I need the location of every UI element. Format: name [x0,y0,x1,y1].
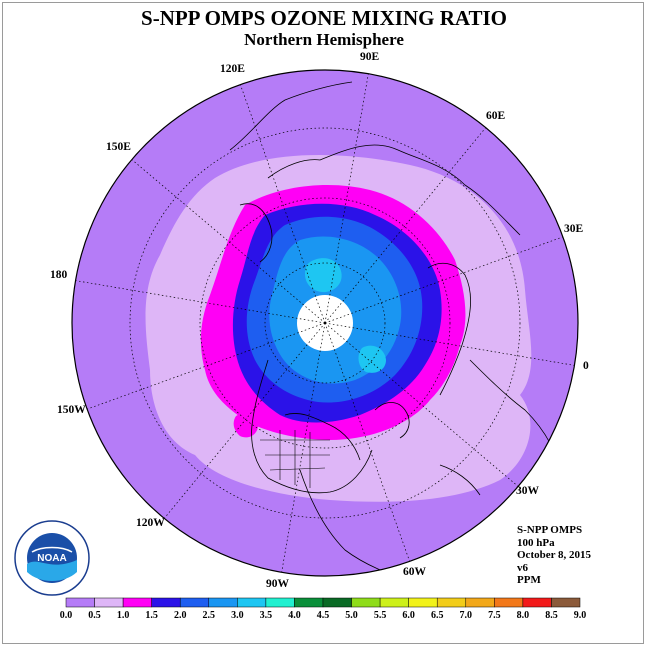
colorbar-swatch [65,597,95,608]
zone-3.0-3.5 [305,258,342,293]
noaa-logo: NOAA [14,520,90,596]
lon-label-150e: 150E [106,141,131,153]
info-level: 100 hPa [517,536,555,549]
lon-label-30e: 30E [564,223,584,235]
colorbar-swatch [208,597,238,608]
colorbar-swatch [522,597,552,608]
colorbar-tick-label: 5.0 [345,610,358,621]
colorbar-swatch [551,597,581,608]
zone-patch-3.0 [358,345,386,373]
colorbar-tick-label: 3.5 [259,610,273,621]
colorbar-tick-label: 0.5 [88,610,101,621]
colorbar-tick-label: 1.5 [145,610,158,621]
lon-label-90w: 90W [266,578,289,590]
colorbar-tick-label: 6.5 [430,610,444,621]
colorbar-swatch [151,597,181,608]
lon-label-30w: 30W [516,485,539,497]
lon-label-60w: 60W [403,566,426,578]
lon-label-120w: 120W [136,517,165,529]
colorbar-tick-label: 8.5 [545,610,558,621]
colorbar-swatch [179,597,210,608]
colorbar-swatch [322,597,352,608]
colorbar-tick-label: 8.0 [516,610,530,621]
colorbar-tick-label: 6.0 [402,610,415,621]
info-block: S-NPP OMPS 100 hPa October 8, 2015 v6 PP… [517,524,591,587]
colorbar-tick-label: 5.5 [373,610,387,621]
colorbar-swatch [237,597,267,608]
lon-label-60e: 60E [486,110,506,122]
colorbar-tick-label: 0.0 [59,610,73,621]
colorbar-swatch [294,597,324,608]
colorbar-tick-label: 7.5 [488,610,501,621]
colorbar-swatch [494,597,524,608]
colorbar-swatch [436,597,467,608]
colorbar-swatch [465,597,495,608]
us-state-borders [260,430,330,488]
colorbar-swatch [379,597,409,608]
logo-text: NOAA [37,553,66,564]
colorbar-tick-label: 2.5 [202,610,216,621]
colorbar-swatch [351,597,381,608]
graticule [72,70,578,576]
info-units: PPM [517,574,541,586]
colorbar-swatch [122,597,152,608]
colorbar-tick-label: 2.0 [173,610,187,621]
lon-label-180: 180 [50,269,68,281]
info-version: v6 [517,561,528,574]
colorbar-swatch [408,597,438,608]
colorbar [65,597,581,608]
colorbar-tick-label: 1.0 [116,610,130,621]
lon-label-120e: 120E [220,63,245,75]
colorbar-swatch [265,597,295,608]
info-instrument: S-NPP OMPS [517,524,583,536]
map-subtitle: Northern Hemisphere [244,30,404,49]
colorbar-tick-label: 9.0 [573,610,587,621]
colorbar-swatch [94,597,124,608]
info-date: October 8, 2015 [517,549,592,561]
map-title: S-NPP OMPS OZONE MIXING RATIO [141,6,507,30]
lon-label-0: 0 [583,360,589,372]
colorbar-tick-label: 4.5 [316,610,330,621]
colorbar-tick-label: 7.0 [459,610,473,621]
lon-label-150w: 150W [57,404,86,416]
colorbar-tick-label: 4.0 [288,610,301,621]
lon-label-90e: 90E [360,51,380,63]
map-border [71,69,579,577]
colorbar-tick-label: 3.0 [231,610,244,621]
